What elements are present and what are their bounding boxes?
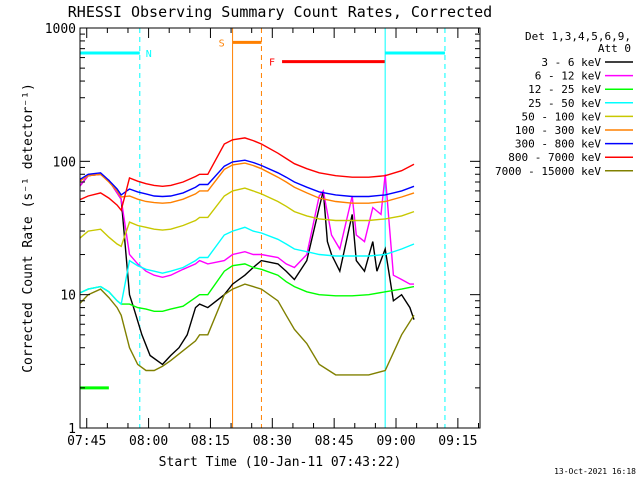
x-tick-label: 09:15 bbox=[438, 434, 477, 449]
x-axis-label: Start Time (10-Jan-11 07:43:22) bbox=[159, 455, 402, 470]
legend-label-2: 12 - 25 keV bbox=[528, 83, 601, 96]
legend-label-3: 25 - 50 keV bbox=[528, 97, 601, 110]
series-line-1 bbox=[80, 173, 414, 285]
plot-area: N S F bbox=[80, 28, 446, 428]
series-line-6 bbox=[80, 159, 415, 198]
y-tick-label: 1 bbox=[68, 422, 76, 437]
chart-title: RHESSI Observing Summary Count Rates, Co… bbox=[68, 3, 492, 21]
attenuator-label-S: S bbox=[219, 38, 225, 49]
x-tick-label: 08:15 bbox=[191, 434, 230, 449]
x-tick-label: 08:00 bbox=[129, 434, 168, 449]
series-line-7 bbox=[80, 137, 415, 212]
x-tick-label: 08:45 bbox=[315, 434, 354, 449]
series-line-2 bbox=[80, 263, 415, 312]
x-axis: 07:45 08:00 08:15 08:30 08:45 09:00 09:15 bbox=[67, 28, 479, 449]
series-line-8 bbox=[80, 283, 415, 376]
legend-header-line-2: Att 0 bbox=[598, 42, 631, 55]
y-axis: 1 10 100 1000 bbox=[45, 22, 480, 437]
y-tick-label: 1000 bbox=[45, 22, 76, 37]
legend-header-line-1: Det 1,3,4,5,6,9, bbox=[525, 30, 631, 43]
x-tick-label: 07:45 bbox=[67, 434, 106, 449]
legend-label-4: 50 - 100 keV bbox=[522, 110, 602, 123]
series-line-4 bbox=[80, 187, 415, 248]
x-tick-label: 08:30 bbox=[253, 434, 292, 449]
attenuator-label-F: F bbox=[269, 58, 275, 69]
plot-frame bbox=[79, 27, 481, 429]
legend-label-8: 7000 - 15000 keV bbox=[495, 165, 601, 178]
attenuator-label-N: N bbox=[146, 49, 152, 60]
legend-label-0: 3 - 6 keV bbox=[541, 56, 601, 69]
y-axis-label: Corrected Count Rate (s⁻¹ detector⁻¹) bbox=[21, 83, 36, 373]
legend-label-1: 6 - 12 keV bbox=[535, 70, 602, 83]
y-tick-label: 100 bbox=[53, 155, 76, 170]
series-line-5 bbox=[80, 162, 415, 204]
legend-label-6: 300 - 800 keV bbox=[515, 138, 601, 151]
y-tick-label: 10 bbox=[60, 289, 76, 304]
legend-label-7: 800 - 7000 keV bbox=[508, 151, 601, 164]
footer-date: 13-Oct-2021 16:18 bbox=[554, 467, 636, 476]
legend-label-5: 100 - 300 keV bbox=[515, 124, 601, 137]
x-tick-label: 09:00 bbox=[376, 434, 415, 449]
series-line-3 bbox=[80, 226, 415, 306]
